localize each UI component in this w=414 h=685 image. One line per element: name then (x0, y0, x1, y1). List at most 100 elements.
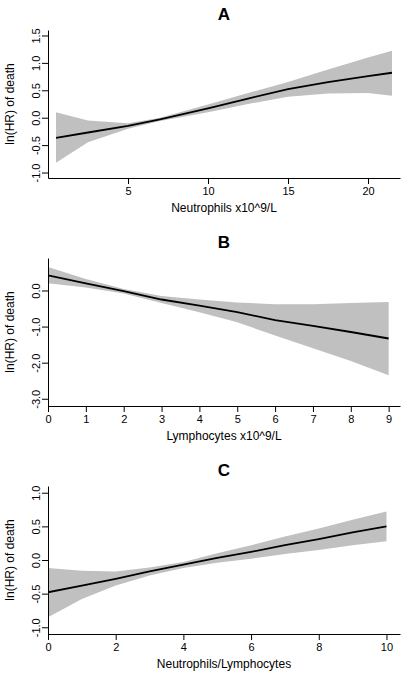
y-tick-mark (42, 90, 48, 91)
x-tick: 10 (202, 178, 214, 197)
x-tick-mark (48, 406, 49, 412)
x-tick-label: 15 (282, 185, 294, 197)
x-tick-mark (251, 634, 252, 640)
x-tick-label: 3 (159, 413, 165, 425)
x-tick-label: 2 (113, 641, 119, 653)
x-axis-title: Lymphocytes x10^9/L (166, 429, 282, 443)
x-tick-label: 10 (202, 185, 214, 197)
confidence-band (48, 512, 386, 618)
panel-title: B (218, 233, 230, 252)
y-axis: -1.0-0.50.00.51.01.5 (30, 28, 49, 182)
y-tick-mark (42, 118, 48, 119)
y-tick: 1.0 (30, 486, 48, 501)
y-tick-label: -0.5 (30, 136, 42, 155)
x-tick-label: 8 (348, 413, 354, 425)
x-tick-mark (162, 406, 163, 412)
x-tick: 5 (235, 406, 241, 425)
y-tick: 1.5 (30, 28, 48, 43)
y-tick-label: 0.0 (30, 283, 42, 298)
x-tick-mark (389, 406, 390, 412)
x-tick-label: 4 (197, 413, 203, 425)
y-tick-mark (42, 399, 48, 400)
x-tick: 2 (121, 406, 127, 425)
plot-area (48, 267, 389, 375)
y-axis-title: ln(HR) of death (3, 291, 17, 372)
x-tick-mark (319, 634, 320, 640)
y-tick-label: 0.0 (30, 553, 42, 568)
y-axis-title: ln(HR) of death (3, 519, 17, 600)
confidence-band (56, 51, 392, 163)
hazard-line (48, 526, 386, 592)
x-tick-mark (313, 406, 314, 412)
x-tick-label: 10 (381, 641, 393, 653)
y-tick: -1.0 (30, 618, 48, 637)
figure: A5101520-1.0-0.50.00.51.01.5Neutrophils … (0, 0, 414, 685)
y-tick-label: 1.0 (30, 56, 42, 71)
x-tick-label: 2 (121, 413, 127, 425)
y-tick-mark (42, 145, 48, 146)
y-tick: -0.5 (30, 585, 48, 604)
axis-line (49, 634, 401, 635)
x-tick-label: 4 (181, 641, 187, 653)
plot-area (48, 512, 386, 618)
panel: A5101520-1.0-0.50.00.51.01.5Neutrophils … (3, 5, 401, 215)
x-tick-mark (288, 178, 289, 184)
y-tick: -3.0 (30, 390, 48, 409)
y-tick-mark (42, 63, 48, 64)
hazard-line (56, 73, 392, 138)
x-tick: 8 (348, 406, 354, 425)
x-axis: 0 1 2 3 4 5 6 7 8 9 (45, 406, 400, 425)
y-tick: 0.0 (30, 111, 48, 126)
axis-line (49, 178, 401, 179)
y-tick: -2.0 (30, 354, 48, 373)
x-tick: 2 (113, 634, 119, 653)
y-axis-title: ln(HR) of death (3, 63, 17, 144)
y-tick-mark (42, 363, 48, 364)
x-tick-label: 9 (386, 413, 392, 425)
plot-area (56, 51, 392, 163)
x-tick: 8 (316, 634, 322, 653)
x-tick: 6 (249, 634, 255, 653)
panel: C 0 2 4 6 8 10 -1.0 -0.5 0.0 0.5 1.0 Neutrophils/Lym… (3, 461, 401, 671)
x-tick-label: 6 (249, 641, 255, 653)
x-tick-mark (351, 406, 352, 412)
x-tick-label: 20 (362, 185, 374, 197)
x-tick-label: 6 (273, 413, 279, 425)
x-tick-mark (237, 406, 238, 412)
x-tick: 6 (273, 406, 279, 425)
x-tick: 3 (159, 406, 165, 425)
x-axis: 5 10 15 20 (49, 178, 401, 197)
y-axis: -3.0-2.0-1.00.0 (30, 259, 49, 409)
y-tick-label: 0.5 (30, 519, 42, 534)
y-tick-mark (42, 173, 48, 174)
x-tick: 20 (362, 178, 374, 197)
axis-line (49, 406, 401, 407)
hazard-line (48, 275, 389, 338)
x-tick: 0 (45, 406, 51, 425)
y-tick: -0.5 (30, 136, 48, 155)
y-tick-label: -0.5 (30, 585, 42, 604)
y-tick: 0.0 (30, 283, 48, 298)
x-tick-label: 0 (45, 641, 51, 653)
axis-line (48, 259, 49, 407)
x-tick-mark (116, 634, 117, 640)
x-axis-title: Neutrophils/Lymphocytes (157, 657, 291, 671)
y-tick-mark (42, 35, 48, 36)
y-tick-label: 0.0 (30, 111, 42, 126)
x-tick: 7 (310, 406, 316, 425)
y-axis: -1.0 -0.5 0.0 0.5 1.0 (30, 486, 49, 638)
y-tick-mark (42, 594, 48, 595)
x-tick-mark (275, 406, 276, 412)
x-tick-label: 5 (125, 185, 131, 197)
x-tick-mark (368, 178, 369, 184)
y-tick-mark (42, 493, 48, 494)
y-tick: -1.0 (30, 164, 48, 183)
y-tick: 0.5 (30, 519, 48, 534)
y-tick-label: -1.0 (30, 164, 42, 183)
y-tick-mark (42, 327, 48, 328)
x-tick-label: 1 (83, 413, 89, 425)
x-tick: 4 (181, 634, 187, 653)
x-tick-mark (48, 634, 49, 640)
panel-title: C (218, 461, 230, 480)
x-tick-mark (124, 406, 125, 412)
